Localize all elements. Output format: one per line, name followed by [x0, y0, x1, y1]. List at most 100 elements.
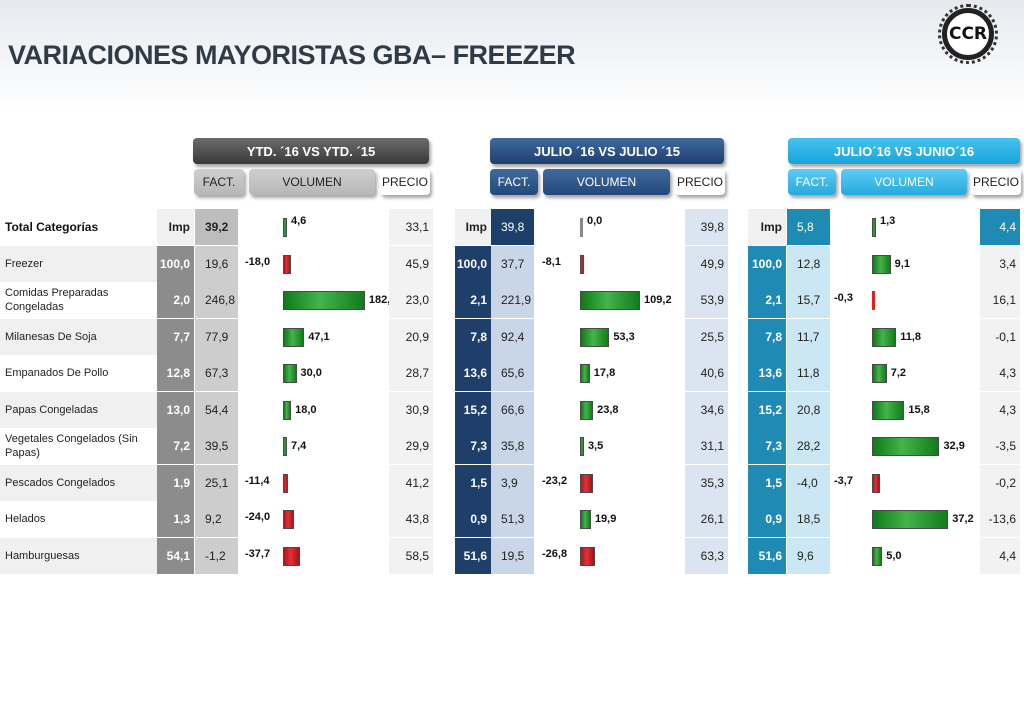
volumen-value-label: 19,9: [594, 513, 617, 525]
period-header-julio-mom: JULIO´16 VS JUNIO´16: [788, 138, 1020, 164]
precio-cell: 31,1: [685, 428, 728, 464]
volumen-bar-positive: [872, 437, 940, 456]
volumen-value-label: 109,2: [644, 294, 672, 306]
volumen-bar-negative: [283, 547, 300, 566]
period-header-ytd: YTD. ´16 VS YTD. ´15: [193, 138, 429, 164]
volumen-value-label: 7,2: [890, 367, 907, 379]
volumen-value-label: 53,3: [613, 331, 635, 343]
volumen-value-label: -11,4: [245, 475, 270, 487]
volumen-value-label: -24,0: [245, 511, 271, 523]
fact-header-julio-yoy: FACT.: [490, 169, 538, 195]
volumen-value-label: 11,8: [900, 331, 921, 343]
category-label: Vegetales Congelados (Sin Papas): [5, 433, 138, 459]
imp-cell: 0,9: [748, 501, 786, 537]
precio-cell: 26,1: [685, 501, 728, 537]
volumen-bar-positive: [283, 291, 365, 310]
volumen-bar-positive: [283, 364, 297, 383]
imp-cell: 15,2: [748, 392, 786, 428]
precio-cell: -0,1: [980, 319, 1020, 355]
category-label: Hamburguesas: [0, 538, 158, 574]
volumen-value-label: 32,9: [943, 440, 965, 452]
volumen-bar-positive: [580, 510, 591, 529]
imp-cell: 7,8: [455, 319, 491, 355]
precio-cell: 49,9: [685, 246, 728, 282]
precio-cell: 39,8: [685, 209, 728, 245]
precio-header-julio-yoy: PRECIO: [675, 169, 725, 195]
volumen-bar-negative: [283, 474, 289, 493]
fact-cell: 37,7: [491, 246, 534, 282]
fact-cell: 5,8: [787, 209, 830, 245]
volumen-bar-positive: [580, 291, 641, 310]
imp-cell: Imp: [455, 209, 491, 245]
category-label: Comidas Preparadas Congeladas: [5, 287, 109, 313]
imp-cell: 15,2: [455, 392, 491, 428]
precio-cell: 23,0: [389, 282, 433, 318]
volumen-value-label: 7,4: [291, 440, 307, 452]
precio-cell: 29,9: [389, 428, 433, 464]
fact-cell: 77,9: [195, 319, 238, 355]
volumen-bar-positive: [872, 547, 883, 566]
volumen-value-label: 18,0: [295, 404, 317, 416]
volumen-bar-positive: [872, 510, 949, 529]
volumen-value-label: 30,0: [300, 367, 322, 379]
category-label: Milanesas De Soja: [0, 319, 158, 355]
fact-cell: -4,0: [787, 465, 830, 501]
fact-cell: 11,8: [787, 355, 830, 391]
volumen-bar-positive: [580, 218, 583, 237]
precio-cell: -13,6: [980, 501, 1020, 537]
volumen-value-label: 23,8: [597, 404, 619, 416]
imp-cell: Imp: [157, 209, 194, 245]
precio-cell: 58,5: [389, 538, 433, 574]
volumen-bar-positive: [580, 364, 590, 383]
fact-cell: 65,6: [491, 355, 534, 391]
precio-cell: 40,6: [685, 355, 728, 391]
imp-cell: 2,1: [748, 282, 786, 318]
precio-cell: 41,2: [389, 465, 433, 501]
precio-cell: 20,9: [389, 319, 433, 355]
precio-header-julio-mom: PRECIO: [971, 169, 1021, 195]
precio-cell: 34,6: [685, 392, 728, 428]
fact-cell: -1,2: [195, 538, 238, 574]
volumen-value-label: 17,8: [593, 367, 616, 379]
precio-cell: 4,3: [980, 392, 1020, 428]
volumen-bar-negative: [283, 510, 294, 529]
period-header-julio-yoy: JULIO ´16 VS JULIO ´15: [490, 138, 724, 164]
imp-cell: 100,0: [157, 246, 194, 282]
volumen-value-label: -23,2: [542, 475, 568, 487]
precio-cell: -3,5: [980, 428, 1020, 464]
fact-cell: 39,2: [195, 209, 238, 245]
volumen-header-julio-yoy: VOLUMEN: [543, 169, 670, 195]
fact-cell: 19,6: [195, 246, 238, 282]
fact-header-julio-mom: FACT.: [788, 169, 836, 195]
category-label: Pescados Congelados: [0, 465, 158, 501]
total-row-label: Total Categorías: [5, 220, 99, 234]
fact-cell: 3,9: [491, 465, 534, 501]
imp-cell: 7,3: [455, 428, 491, 464]
precio-cell: 4,3: [980, 355, 1020, 391]
volumen-bar-positive: [580, 437, 584, 456]
volumen-value-label: 37,2: [952, 513, 974, 525]
volumen-bar-positive: [580, 328, 610, 347]
ccr-logo: CCR: [938, 4, 998, 64]
imp-cell: 1,9: [157, 465, 194, 501]
fact-cell: 25,1: [195, 465, 238, 501]
precio-cell: 30,9: [389, 392, 433, 428]
volumen-value-label: 1,3: [880, 215, 896, 227]
fact-cell: 20,8: [787, 392, 830, 428]
volumen-bar-positive: [283, 401, 292, 420]
precio-cell: 25,5: [685, 319, 728, 355]
imp-cell: Imp: [748, 209, 786, 245]
imp-cell: 1,5: [455, 465, 491, 501]
volumen-value-label: -8,1: [542, 256, 561, 268]
fact-cell: 15,7: [787, 282, 830, 318]
volumen-bar-negative: [580, 474, 593, 493]
volumen-header-julio-mom: VOLUMEN: [841, 169, 967, 195]
volumen-value-label: -0,3: [834, 292, 853, 304]
imp-cell: 13,6: [748, 355, 786, 391]
precio-cell: 35,3: [685, 465, 728, 501]
imp-cell: 7,7: [157, 319, 194, 355]
fact-cell: 28,2: [787, 428, 830, 464]
imp-cell: 2,0: [157, 282, 194, 318]
precio-cell: 4,4: [980, 209, 1020, 245]
volumen-value-label: 9,1: [894, 258, 910, 270]
